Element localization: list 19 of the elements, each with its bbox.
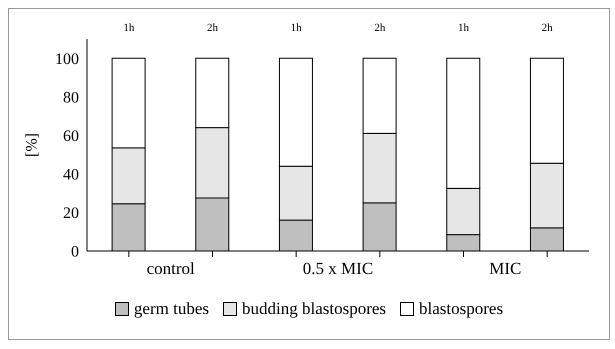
x-tick-label: 1h: [123, 22, 135, 34]
y-tick-label: 80: [63, 90, 79, 106]
y-tick-label: 20: [63, 205, 79, 222]
legend-label: budding blastospores: [241, 299, 386, 319]
x-tick-label: 1h: [458, 22, 470, 34]
y-tick-label: 60: [63, 128, 79, 146]
y-axis-title: [%]: [24, 133, 41, 157]
x-tick-label: 1h: [290, 22, 302, 34]
legend-label: blastospores: [418, 299, 504, 319]
y-tick-label: 0: [71, 244, 79, 261]
text: MIC: [488, 259, 522, 279]
legend-label: germ tubes: [132, 299, 209, 319]
y-tick-label: 100: [55, 50, 79, 68]
text: 0.5 x MIC: [302, 259, 374, 279]
x-tick-label: 2h: [542, 22, 554, 34]
text: control: [146, 259, 196, 279]
y-tick-label: 40: [63, 166, 79, 184]
x-tick-label: 2h: [374, 22, 386, 34]
x-tick-label: 2h: [207, 22, 218, 34]
